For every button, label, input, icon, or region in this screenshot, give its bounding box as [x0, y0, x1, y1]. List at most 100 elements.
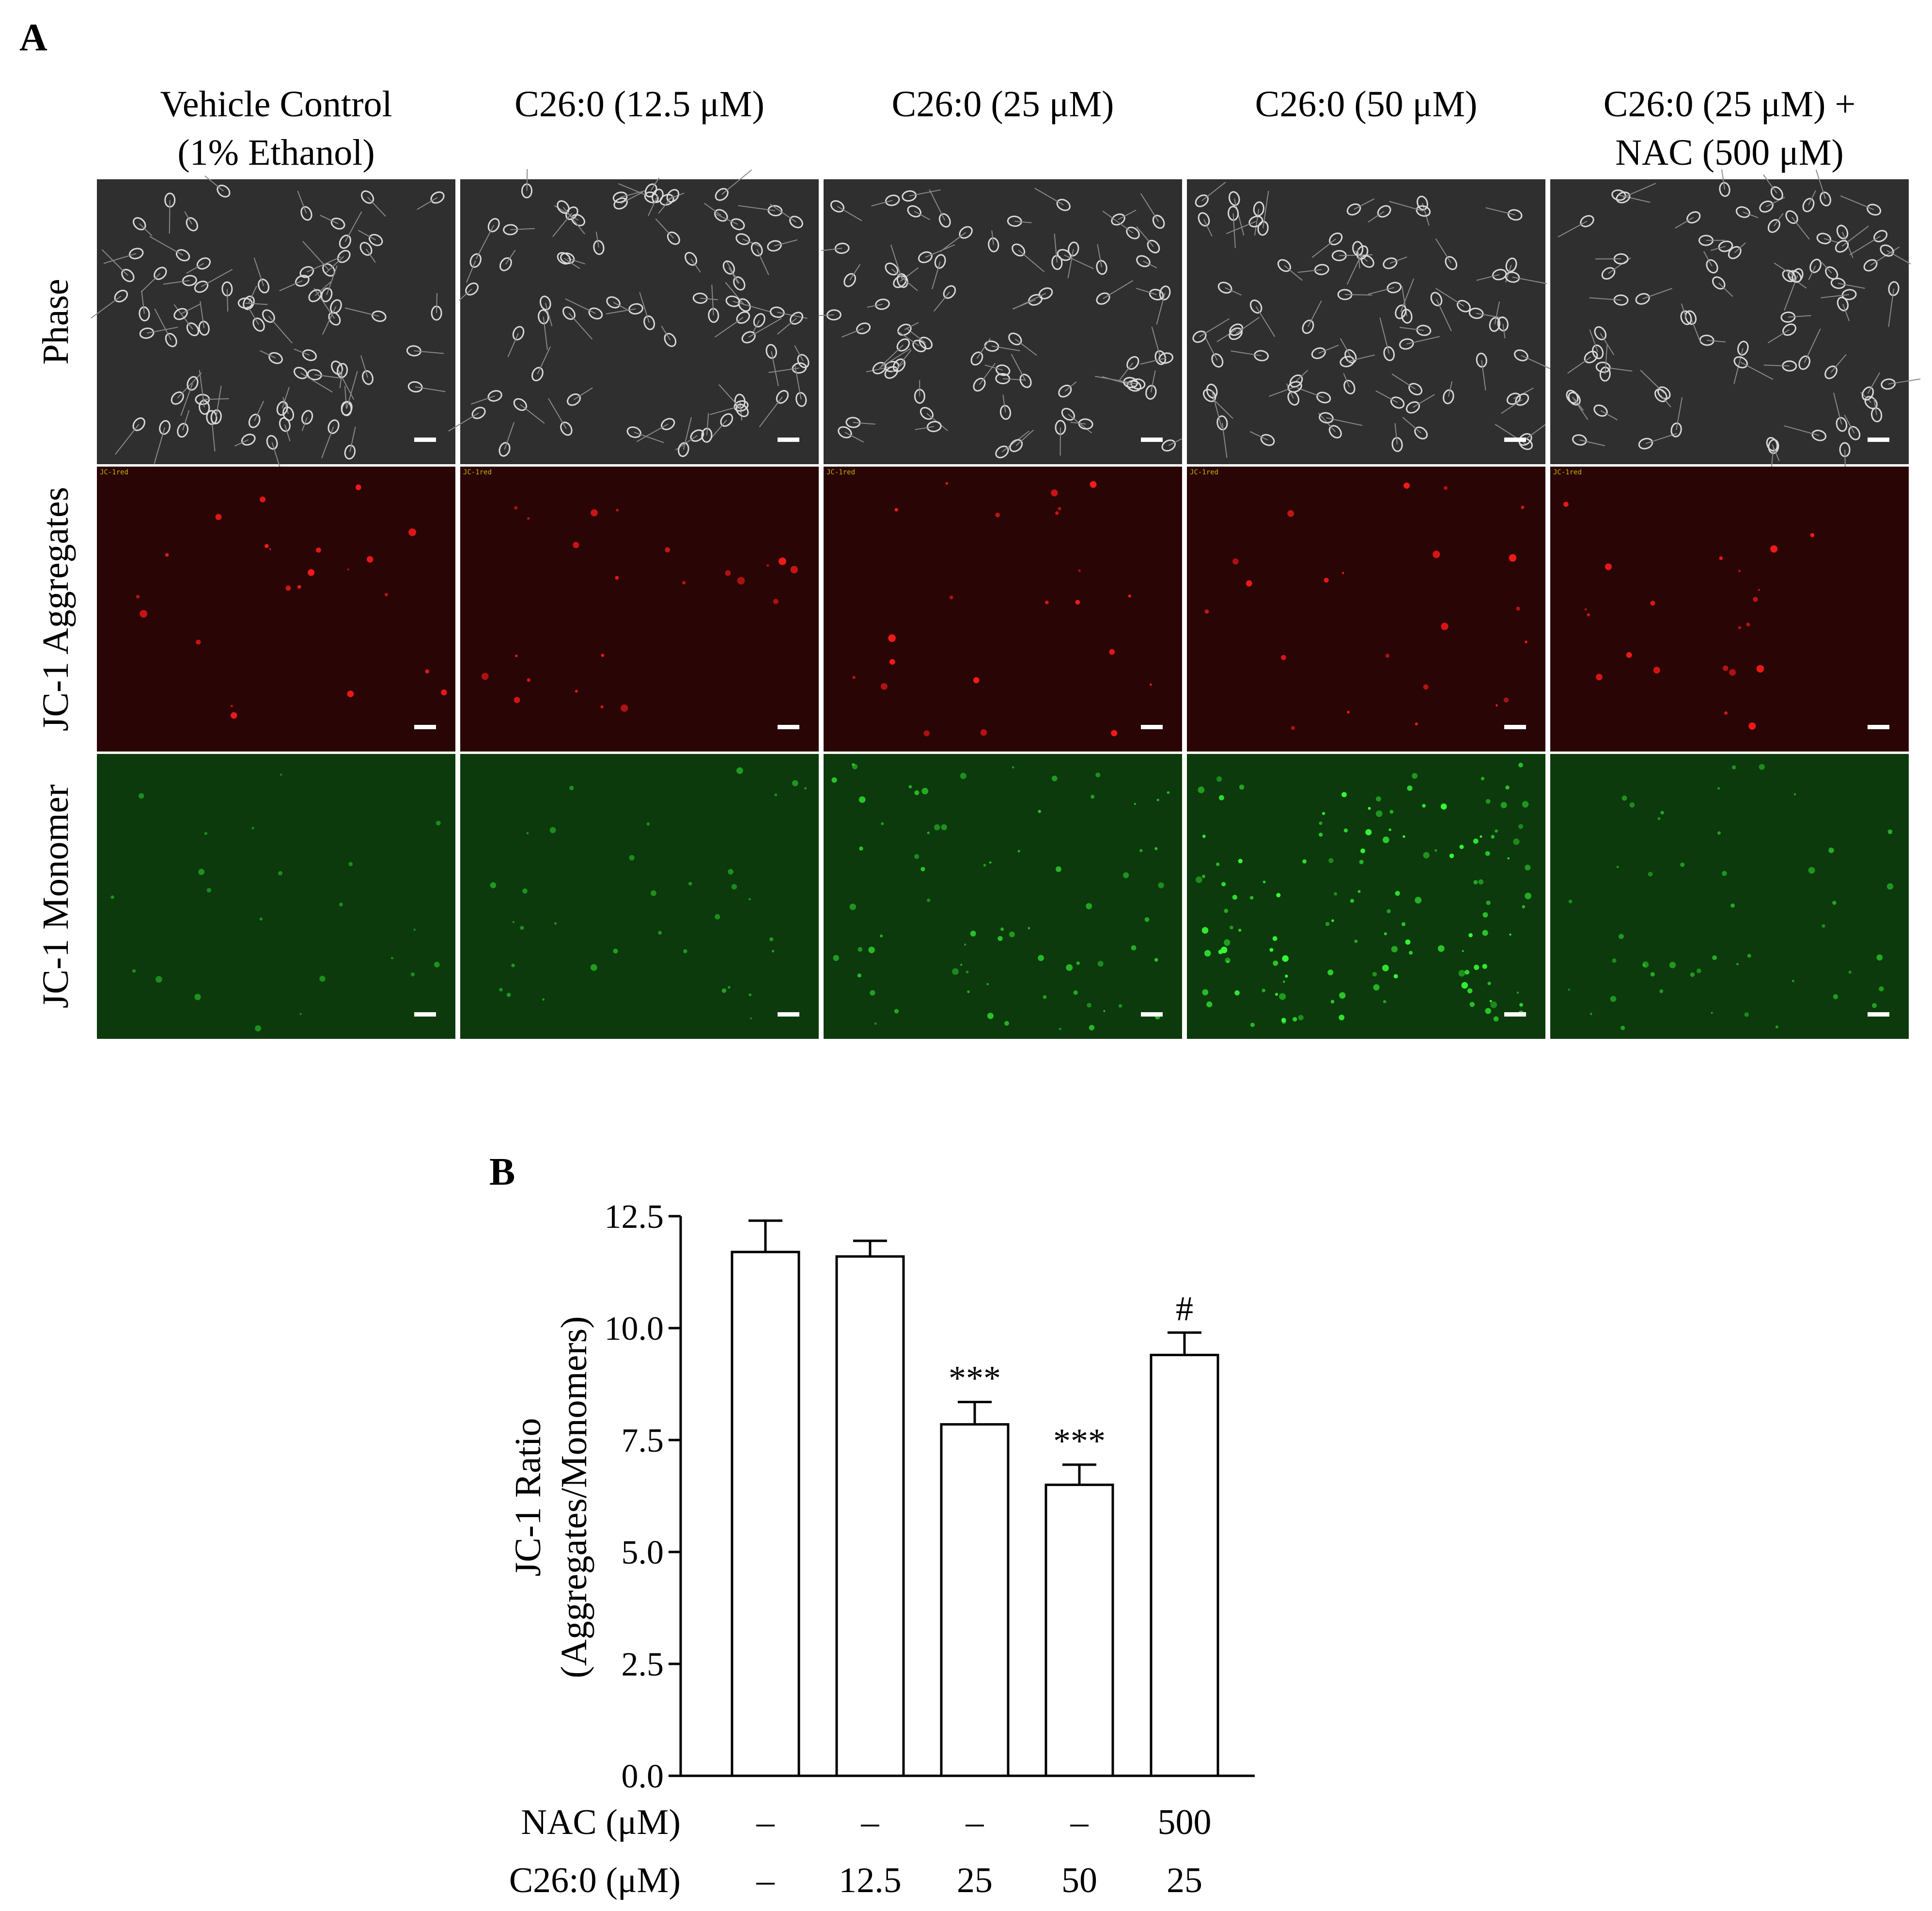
- cell-process: [1711, 246, 1726, 251]
- cell-process: [891, 268, 918, 291]
- cell-process: [1136, 287, 1157, 295]
- green-spot: [1525, 864, 1531, 871]
- green-spot: [1388, 828, 1391, 831]
- cell-process: [821, 248, 842, 251]
- cell-process: [837, 205, 862, 221]
- cell-process: [103, 253, 137, 264]
- green-spot: [792, 780, 798, 786]
- cell-process: [1867, 372, 1880, 394]
- cell-process: [448, 412, 479, 432]
- cell-process: [268, 315, 293, 344]
- cell-process: [344, 386, 347, 409]
- green-spot: [1415, 896, 1422, 904]
- green-spot: [997, 936, 1003, 941]
- green-spot: [490, 882, 497, 889]
- green-spot: [1227, 960, 1229, 963]
- channel-tag: JC-1red: [826, 469, 855, 476]
- red-spot: [1719, 556, 1723, 560]
- red-spot: [616, 508, 619, 512]
- red-spot: [621, 704, 628, 712]
- cell-process: [1255, 306, 1276, 337]
- green-spot: [1238, 928, 1242, 932]
- cell-process: [1718, 282, 1733, 297]
- green-spot: [1339, 992, 1346, 999]
- cell-process: [879, 348, 911, 369]
- channel-tag: JC-1red: [463, 469, 492, 476]
- cell-process: [563, 258, 580, 269]
- green-spot: [1833, 994, 1839, 1000]
- red-spot: [230, 712, 237, 719]
- red-spot: [1109, 649, 1115, 655]
- green-spot: [1434, 849, 1437, 852]
- green-spot: [1657, 817, 1661, 820]
- red-spot: [1347, 710, 1350, 714]
- green-spot: [1298, 1015, 1304, 1020]
- cell-process: [1494, 301, 1500, 325]
- red-spot: [1150, 683, 1152, 686]
- green-spot: [1519, 1003, 1523, 1007]
- cell-process: [1821, 294, 1850, 298]
- red-spot: [779, 557, 786, 565]
- green-spot: [1621, 795, 1627, 801]
- cell-process: [1844, 414, 1855, 434]
- red-spot: [600, 705, 604, 709]
- red-spot: [1729, 669, 1736, 676]
- cell-process: [648, 195, 658, 216]
- green-spot: [1480, 835, 1482, 838]
- green-spot: [1224, 939, 1231, 946]
- cell-process: [1394, 423, 1398, 445]
- cell-process: [1579, 439, 1605, 446]
- green-spot: [849, 903, 857, 910]
- green-spot: [1302, 859, 1307, 864]
- green-spot: [914, 790, 919, 796]
- cell-process: [349, 426, 356, 453]
- green-spot: [1659, 989, 1664, 993]
- green-spot: [1482, 964, 1487, 969]
- cell-process: [1558, 220, 1588, 237]
- green-spot: [1500, 802, 1507, 809]
- green-spot: [1167, 791, 1170, 794]
- green-spot: [1489, 1000, 1492, 1002]
- micrograph-red: JC-1red: [1187, 467, 1545, 752]
- cell-process: [777, 317, 797, 335]
- cell-process: [1308, 300, 1322, 327]
- cell-process: [1297, 269, 1322, 273]
- cell-process: [1707, 340, 1726, 343]
- red-spot: [1232, 558, 1239, 565]
- cell-process: [636, 423, 669, 442]
- green-spot: [1144, 917, 1150, 922]
- cell-process: [1512, 277, 1547, 284]
- green-spot: [1437, 945, 1445, 952]
- green-spot: [1648, 872, 1653, 877]
- cell-process: [1209, 395, 1233, 419]
- green-spot: [1730, 903, 1735, 908]
- cell-process: [1600, 410, 1618, 421]
- bar: [1150, 1353, 1219, 1777]
- cell-process: [683, 417, 692, 450]
- green-spot: [970, 930, 976, 937]
- cell-process: [709, 420, 727, 440]
- cell-process: [1221, 423, 1228, 458]
- green-spot: [960, 772, 966, 779]
- green-spot: [728, 869, 733, 875]
- micrograph-green: [1550, 754, 1909, 1039]
- column-header: NAC (500 μM): [1615, 132, 1843, 173]
- cell-process: [620, 191, 643, 204]
- green-spot: [1461, 982, 1468, 989]
- green-spot: [1522, 905, 1525, 909]
- cell-process: [905, 328, 926, 344]
- green-spot: [1360, 848, 1366, 854]
- red-spot: [980, 729, 987, 736]
- cell-process: [1070, 422, 1086, 425]
- micrograph-phase: [91, 175, 455, 469]
- green-spot: [1334, 892, 1338, 896]
- cell-process: [634, 432, 664, 443]
- green-spot: [683, 949, 687, 954]
- green-spot: [1620, 1025, 1625, 1030]
- red-spot: [527, 517, 530, 520]
- red-spot: [1770, 545, 1778, 553]
- cell-process: [149, 236, 184, 256]
- green-spot: [1123, 872, 1129, 878]
- green-spot: [1480, 777, 1485, 781]
- cell-process: [234, 439, 249, 447]
